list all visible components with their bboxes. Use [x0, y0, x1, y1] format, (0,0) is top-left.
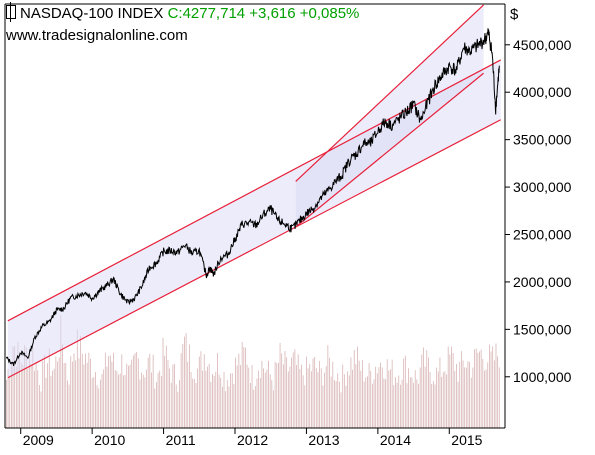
x-tick-label: 2010 [94, 432, 125, 448]
y-tick-label: 1000,000 [513, 369, 572, 385]
chart-title: NASDAQ-100 INDEX [20, 5, 164, 22]
y-tick-label: 4000,000 [513, 84, 572, 100]
candlestick-icon [6, 2, 16, 22]
price-line [5, 28, 500, 366]
channel-lower-line-1 [7, 119, 501, 379]
x-tick-label: 2009 [23, 432, 54, 448]
y-tick-label: 2000,000 [513, 274, 572, 290]
channel-upper-line-2 [295, 4, 484, 182]
x-tick-label: 2012 [237, 432, 268, 448]
y-tick-label: 2500,000 [513, 226, 572, 242]
y-tick-label: 3500,000 [513, 132, 572, 148]
x-tick-label: 2015 [451, 432, 482, 448]
chart-header: NASDAQ-100 INDEX C:4277,714 +3,616 +0,08… [6, 2, 360, 22]
website-label: www.tradesignalonline.com [6, 27, 188, 44]
x-tick-label: 2013 [308, 432, 339, 448]
y-tick-label: 3000,000 [513, 179, 572, 195]
channel-lower-line-2 [295, 72, 484, 228]
x-tick-label: 2014 [380, 432, 411, 448]
x-tick-label: 2011 [166, 432, 196, 448]
y-tick-label: 1500,000 [513, 321, 572, 337]
y-tick-label: 4500,000 [513, 37, 572, 53]
price-quote: C:4277,714 +3,616 +0,085% [167, 5, 360, 22]
currency-label: $ [510, 6, 519, 23]
channel-upper-line-1 [7, 59, 501, 322]
